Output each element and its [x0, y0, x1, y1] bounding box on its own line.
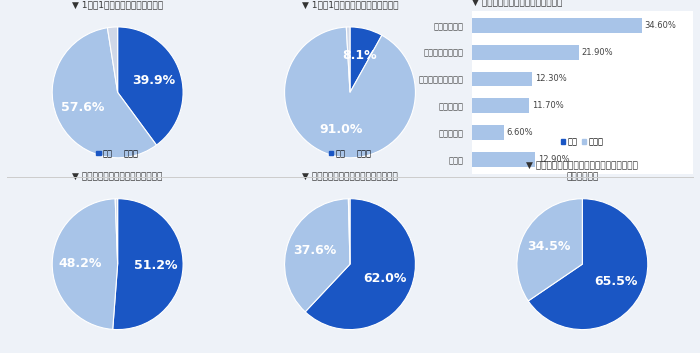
Wedge shape: [285, 199, 350, 312]
Wedge shape: [349, 199, 350, 264]
Legend: はい, いいえ: はい, いいえ: [558, 134, 607, 150]
Legend: はい, いいえ: はい, いいえ: [326, 146, 374, 161]
Wedge shape: [517, 199, 582, 301]
Text: 12.30%: 12.30%: [535, 74, 566, 84]
Bar: [472, 18, 642, 33]
Bar: [472, 125, 504, 140]
Text: 65.5%: 65.5%: [594, 275, 638, 288]
Text: 37.6%: 37.6%: [293, 244, 336, 257]
Text: 6.60%: 6.60%: [507, 128, 533, 137]
Text: 91.0%: 91.0%: [320, 123, 363, 136]
Text: 8.1%: 8.1%: [342, 49, 377, 62]
Text: 48.2%: 48.2%: [58, 257, 102, 270]
Title: ▼ 健康に関する相談が出来る人がいる: ▼ 健康に関する相談が出来る人がいる: [302, 173, 398, 181]
Text: ▼ 未受診「いいえ」と回答した理由: ▼ 未受診「いいえ」と回答した理由: [472, 0, 562, 7]
Title: ▼ 健康に関するリスクに備えている: ▼ 健康に関するリスクに備えている: [73, 173, 163, 181]
Text: 57.6%: 57.6%: [61, 101, 104, 114]
Wedge shape: [346, 27, 350, 92]
Wedge shape: [107, 27, 118, 92]
Wedge shape: [116, 199, 118, 264]
Wedge shape: [285, 27, 415, 158]
Text: 11.70%: 11.70%: [532, 101, 564, 110]
Text: 12.90%: 12.90%: [538, 155, 569, 164]
Text: 62.0%: 62.0%: [363, 271, 407, 285]
Title: ▼ 1年に1回健診診断に行っている: ▼ 1年に1回健診診断に行っている: [72, 1, 163, 10]
Text: 34.60%: 34.60%: [644, 21, 676, 30]
Legend: はい, いいえ: はい, いいえ: [93, 146, 142, 161]
Wedge shape: [52, 28, 156, 158]
Title: ▼ 1年に1回人間ドックに行っている: ▼ 1年に1回人間ドックに行っている: [302, 1, 398, 10]
Title: ▼ フリーランスのためのヘルスケアサービス
を利用したい: ▼ フリーランスのためのヘルスケアサービス を利用したい: [526, 161, 638, 181]
Bar: [472, 152, 535, 167]
Bar: [472, 72, 532, 86]
Wedge shape: [52, 199, 118, 329]
Bar: [472, 98, 529, 113]
Text: 51.2%: 51.2%: [134, 259, 177, 272]
Text: 21.90%: 21.90%: [582, 48, 613, 57]
Text: 34.5%: 34.5%: [527, 240, 570, 253]
Wedge shape: [113, 199, 183, 330]
Wedge shape: [528, 199, 648, 330]
Bar: [472, 45, 580, 60]
Wedge shape: [305, 199, 415, 330]
Wedge shape: [118, 27, 183, 145]
Wedge shape: [350, 27, 382, 92]
Text: 39.9%: 39.9%: [132, 74, 175, 87]
